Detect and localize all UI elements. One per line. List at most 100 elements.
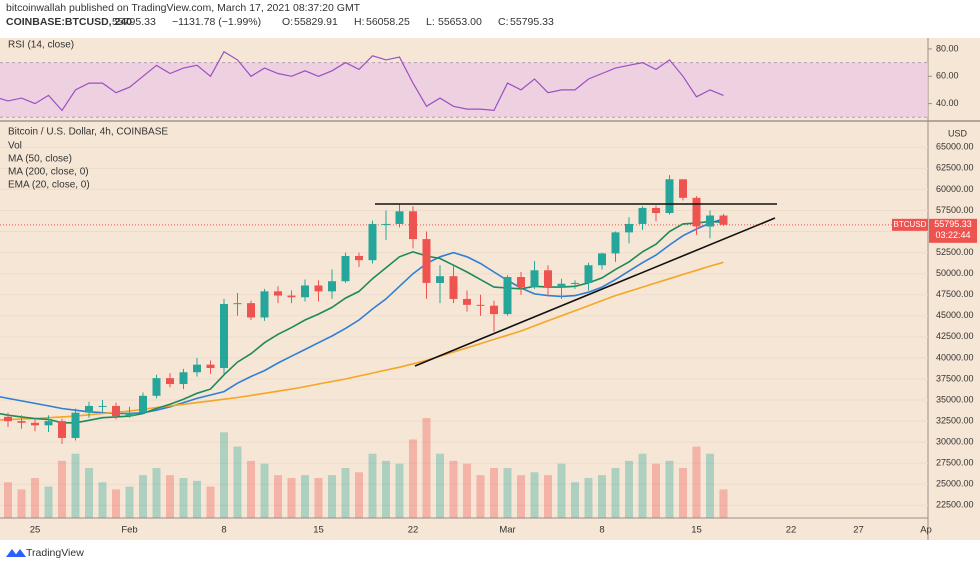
x-tick-label: Mar: [499, 525, 515, 536]
x-tick-label: Feb: [121, 525, 137, 536]
candle-body: [706, 215, 714, 227]
candle-body: [166, 378, 174, 385]
y-tick-label: 80.00: [936, 43, 959, 53]
y-tick-label: 57500.00: [936, 205, 974, 215]
candle-body: [611, 232, 620, 254]
candle-body: [220, 303, 228, 369]
candle-body: [382, 223, 390, 225]
volume-bar: [584, 478, 593, 518]
candle-body: [625, 223, 633, 233]
candle-body: [463, 298, 471, 305]
candle-body: [449, 276, 458, 299]
volume-bar: [679, 468, 687, 518]
candle-body: [139, 395, 147, 413]
candle-body: [490, 305, 498, 315]
time-axis: [0, 518, 928, 540]
volume-bar: [31, 478, 39, 518]
volume-bar: [152, 468, 161, 518]
volume-bar: [4, 482, 12, 518]
y-tick-label: 45000.00: [936, 310, 974, 320]
volume-bar: [625, 460, 633, 518]
candle-body: [476, 304, 485, 306]
y-tick-label: 40.00: [936, 98, 959, 108]
candle-body: [274, 291, 282, 296]
y-tick-label: 62500.00: [936, 163, 974, 173]
volume-bar: [719, 489, 728, 518]
volume-bar: [598, 475, 606, 518]
volume-bar: [571, 482, 579, 518]
candle-body: [4, 416, 12, 422]
legend-entry: Vol: [8, 141, 22, 152]
candle-body: [247, 303, 255, 318]
volume-bar: [517, 475, 525, 518]
price-tag: [892, 218, 928, 231]
candle-body: [193, 364, 201, 373]
candle-body: [584, 265, 593, 283]
candle-body: [557, 283, 566, 288]
candle-body: [341, 255, 350, 282]
x-tick-label: 25: [30, 525, 41, 536]
volume-bar: [139, 475, 147, 518]
x-tick-label: 22: [786, 525, 797, 536]
volume-bar: [206, 486, 215, 518]
volume-bar: [166, 475, 174, 518]
y-tick-label: 65000.00: [936, 142, 974, 152]
volume-bar: [341, 468, 350, 518]
y-tick-label: 30000.00: [936, 437, 974, 447]
rsi-title: RSI (14, close): [8, 40, 74, 51]
ohlc-value: 55653.00: [438, 16, 482, 28]
volume-bar: [247, 460, 255, 518]
volume-bar: [490, 468, 498, 518]
volume-bar: [706, 453, 714, 518]
volume-bar: [611, 468, 620, 518]
volume-bar: [530, 472, 539, 518]
volume-bar: [260, 463, 269, 518]
candle-body: [233, 303, 242, 305]
volume-bar: [355, 472, 363, 518]
legend-entry: EMA (20, close, 0): [8, 180, 90, 191]
legend-entry: MA (200, close, 0): [8, 167, 89, 178]
candle-body: [598, 253, 606, 266]
candle-body: [571, 282, 579, 284]
price-pane: [0, 122, 928, 518]
logo: [6, 549, 26, 557]
volume-bar: [44, 486, 53, 518]
y-tick-label: 37500.00: [936, 373, 974, 383]
volume-bar: [98, 482, 107, 518]
ohlc-label: O:: [282, 16, 293, 28]
volume-bar: [382, 460, 390, 518]
volume-bar: [476, 475, 485, 518]
x-tick-label: Ap: [920, 525, 932, 536]
volume-bar: [17, 489, 26, 518]
volume-bar: [85, 468, 93, 518]
volume-bar: [638, 453, 647, 518]
y-tick-label: 22500.00: [936, 500, 974, 510]
candle-body: [409, 211, 417, 240]
candle-body: [152, 378, 161, 396]
candle-body: [179, 372, 188, 385]
candle-body: [517, 277, 525, 288]
candle-body: [679, 179, 687, 198]
last-price: 55795.33: [112, 16, 156, 28]
volume-bar: [58, 460, 66, 518]
y-tick-label: 40000.00: [936, 352, 974, 362]
candle-body: [17, 421, 26, 423]
x-tick-label: 15: [691, 525, 702, 536]
trend-line: [414, 217, 776, 367]
candle-body: [98, 405, 107, 407]
symbol: COINBASE:BTCUSD, 240: [6, 16, 132, 28]
y-tick-label: 27500.00: [936, 458, 974, 468]
volume-bar: [301, 475, 309, 518]
candle-body: [206, 364, 215, 369]
brand: TradingView: [26, 547, 84, 559]
ohlc-value: 55829.91: [294, 16, 338, 28]
x-tick-label: 27: [853, 525, 864, 536]
y-tick-label: 60000.00: [936, 184, 974, 194]
candle-body: [85, 405, 93, 413]
candle-body: [368, 223, 377, 261]
x-tick-label: 8: [221, 525, 226, 536]
volume-bar: [314, 478, 323, 518]
volume-bar: [652, 463, 660, 518]
y-tick-label: 47500.00: [936, 289, 974, 299]
